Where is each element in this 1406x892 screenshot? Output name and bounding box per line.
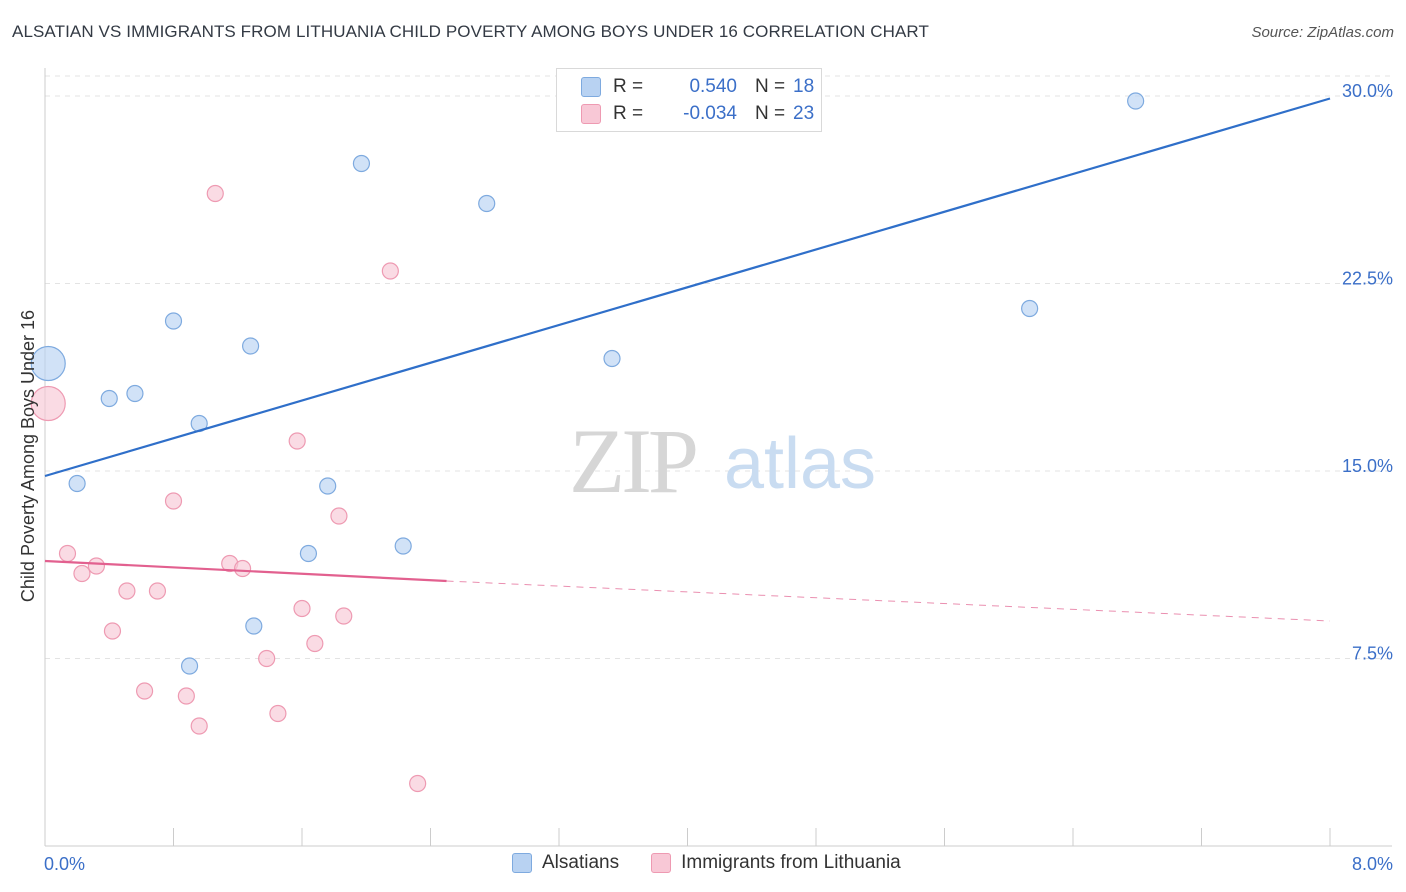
lithuania-point bbox=[335, 607, 353, 625]
alsatians-point bbox=[299, 544, 318, 563]
alsatians-point bbox=[164, 312, 183, 330]
alsatians-swatch bbox=[512, 853, 532, 873]
legend-label: Immigrants from Lithuania bbox=[681, 852, 901, 873]
alsatians-point bbox=[242, 337, 260, 355]
watermark-atlas: atlas bbox=[724, 424, 876, 504]
lithuania-point bbox=[190, 717, 208, 735]
stats-row-lithuania: R = -0.034 N = 23 bbox=[581, 101, 814, 127]
n-value: 23 bbox=[793, 103, 815, 124]
legend-item-lithuania[interactable]: Immigrants from Lithuania bbox=[651, 852, 901, 874]
stats-legend: R = 0.540 N = 18 R = -0.034 N = 23 bbox=[556, 68, 822, 132]
lithuania-point bbox=[293, 599, 311, 618]
lithuania-swatch bbox=[581, 104, 601, 124]
trend-lines bbox=[44, 97, 1331, 622]
alsatians-point bbox=[100, 389, 118, 408]
lithuania-point bbox=[135, 682, 154, 700]
alsatians-point bbox=[319, 477, 337, 495]
alsatians-point bbox=[478, 194, 496, 213]
alsatians-point bbox=[126, 384, 144, 403]
lithuania-point bbox=[177, 687, 195, 705]
x-tick-label-max: 8.0% bbox=[1352, 854, 1393, 874]
legend-item-alsatians[interactable]: Alsatians bbox=[512, 852, 619, 874]
alsatians-point bbox=[68, 474, 86, 493]
alsatians-point bbox=[394, 537, 412, 555]
lithuania-point bbox=[87, 557, 106, 575]
x-tick-label-min: 0.0% bbox=[44, 854, 85, 874]
lithuania-trend-line bbox=[44, 559, 447, 583]
y-tick-labels: 7.5% 15.0% 22.5% 30.0% bbox=[1342, 81, 1393, 664]
chart-legend: Alsatians Immigrants from Lithuania bbox=[512, 852, 933, 874]
alsatians-point bbox=[1021, 299, 1039, 318]
lithuania-point bbox=[288, 432, 306, 450]
lithuania-point bbox=[306, 634, 324, 653]
r-label: R = bbox=[613, 76, 644, 97]
lithuania-point bbox=[118, 582, 136, 600]
lithuania-point bbox=[233, 559, 252, 578]
lithuania-point bbox=[206, 184, 224, 203]
n-value: 18 bbox=[793, 76, 815, 97]
r-label: R = bbox=[613, 103, 644, 124]
alsatians-point bbox=[1127, 92, 1145, 110]
y-tick-label: 15.0% bbox=[1342, 456, 1393, 476]
alsatians-swatch bbox=[581, 77, 601, 97]
stats-row-alsatians: R = 0.540 N = 18 bbox=[581, 74, 814, 100]
r-value: 0.540 bbox=[689, 76, 737, 97]
lithuania-point bbox=[258, 649, 276, 668]
y-tick-label: 22.5% bbox=[1342, 269, 1393, 289]
lithuania-point bbox=[148, 582, 167, 600]
alsatians-point bbox=[180, 657, 199, 675]
alsatians-point bbox=[352, 154, 371, 173]
axes bbox=[44, 68, 1392, 847]
lithuania-point bbox=[381, 262, 399, 280]
lithuania-point bbox=[73, 564, 91, 583]
watermark: ZIP atlas bbox=[569, 410, 876, 512]
source-label: Source: ZipAtlas.com bbox=[1251, 24, 1394, 41]
lithuania-trend-extension bbox=[446, 580, 1331, 622]
lithuania-point bbox=[30, 385, 66, 422]
legend-label: Alsatians bbox=[542, 852, 620, 873]
data-points bbox=[30, 92, 1145, 793]
y-axis-label: Child Poverty Among Boys Under 16 bbox=[18, 310, 38, 602]
lithuania-point bbox=[164, 492, 183, 510]
lithuania-point bbox=[103, 622, 122, 640]
lithuania-point bbox=[269, 704, 287, 723]
alsatians-point bbox=[603, 349, 621, 368]
lithuania-point bbox=[58, 544, 77, 563]
r-value: -0.034 bbox=[683, 103, 737, 124]
lithuania-point bbox=[330, 507, 348, 525]
y-tick-label: 7.5% bbox=[1352, 644, 1393, 664]
n-label: N = bbox=[755, 103, 786, 124]
chart-title: ALSATIAN VS IMMIGRANTS FROM LITHUANIA CH… bbox=[12, 22, 929, 41]
alsatians-point bbox=[245, 617, 263, 635]
y-tick-label: 30.0% bbox=[1342, 81, 1393, 101]
lithuania-point bbox=[409, 774, 427, 793]
n-label: N = bbox=[755, 76, 786, 97]
lithuania-swatch bbox=[651, 853, 672, 873]
watermark-zip: ZIP bbox=[569, 410, 696, 512]
alsatians-trend-line bbox=[44, 97, 1331, 478]
alsatians-point bbox=[30, 345, 66, 382]
